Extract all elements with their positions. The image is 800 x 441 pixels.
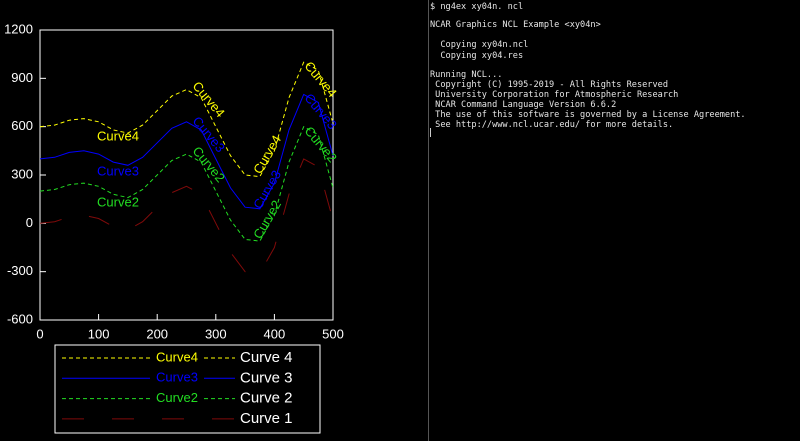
x-tick-label: 200	[146, 326, 168, 341]
terminal-line: University Corporation for Atmospheric R…	[430, 90, 678, 100]
curve	[40, 127, 333, 241]
legend-label: Curve 1	[240, 410, 293, 427]
curve-label: Curve4	[190, 78, 228, 120]
curve-label: Curve3	[97, 163, 139, 178]
curve-label: Curve4	[97, 128, 139, 143]
legend-label: Curve 2	[240, 390, 293, 407]
terminal-line: Copying xy04.res	[430, 51, 523, 61]
y-tick-label: 1200	[4, 21, 33, 36]
legend-label: Curve 4	[240, 349, 293, 366]
x-tick-label: 500	[322, 326, 344, 341]
curve	[40, 94, 333, 208]
x-tick-label: 0	[36, 326, 43, 341]
plot-frame	[40, 30, 333, 320]
y-tick-label: 300	[11, 166, 33, 181]
curve-label: Curve2	[302, 123, 340, 165]
terminal-line: Copying xy04n.ncl	[430, 40, 528, 50]
legend-line-label: Curve3	[156, 370, 198, 385]
x-tick-label: 300	[205, 326, 227, 341]
terminal-line: $ ng4ex xy04n. ncl	[430, 2, 523, 12]
curve	[40, 62, 333, 176]
y-tick-label: 600	[11, 118, 33, 133]
terminal-line: NCAR Command Language Version 6.6.2	[430, 100, 616, 110]
y-tick-label: 0	[26, 215, 33, 230]
x-tick-label: 100	[88, 326, 110, 341]
curve-label: Curve2	[97, 194, 139, 209]
legend-label: Curve 3	[240, 369, 293, 386]
terminal-line: Running NCL...	[430, 70, 502, 80]
y-tick-label: 900	[11, 70, 33, 85]
curve-label: Curve4	[302, 58, 340, 100]
terminal-line: Copyright (C) 1995-2019 - All Rights Res…	[430, 80, 668, 90]
legend-line-label: Curve4	[156, 349, 198, 364]
terminal-line: See http://www.ncl.ucar.edu/ for more de…	[430, 120, 673, 130]
y-tick-label: -600	[7, 311, 33, 326]
y-tick-label: -300	[7, 263, 33, 278]
curve-label: Curve3	[302, 90, 340, 132]
terminal-line: The use of this software is governed by …	[430, 110, 746, 120]
curve	[40, 159, 333, 273]
curve-label: Curve4	[250, 133, 284, 177]
x-tick-label: 400	[264, 326, 286, 341]
terminal-line: NCAR Graphics NCL Example <xy04n>	[430, 20, 601, 30]
legend-line-label: Curve2	[156, 390, 198, 405]
